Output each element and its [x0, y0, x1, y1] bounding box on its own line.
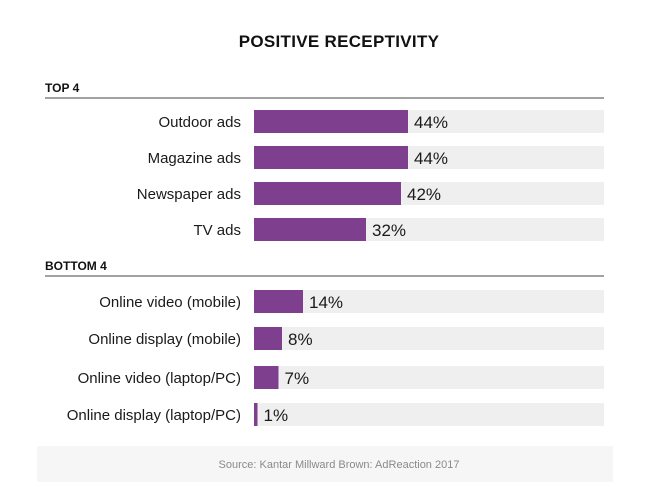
- bar-track: [254, 403, 604, 426]
- value-label: 14%: [309, 293, 343, 312]
- value-label: 1%: [264, 406, 289, 425]
- source-note: Source: Kantar Millward Brown: AdReactio…: [219, 459, 460, 471]
- bar: [254, 218, 366, 241]
- section-label-bottom: BOTTOM 4: [45, 259, 107, 273]
- bar: [254, 146, 408, 169]
- value-label: 8%: [288, 330, 313, 349]
- bar: [254, 290, 303, 313]
- value-label: 32%: [372, 221, 406, 240]
- chart-title: POSITIVE RECEPTIVITY: [239, 32, 440, 51]
- bar-track: [254, 327, 604, 350]
- category-label: Online display (mobile): [88, 331, 241, 348]
- category-label: Magazine ads: [148, 150, 241, 167]
- bar: [254, 110, 408, 133]
- value-label: 44%: [414, 113, 448, 132]
- category-label: TV ads: [193, 222, 241, 239]
- bar: [254, 366, 279, 389]
- category-label: Online video (mobile): [99, 294, 241, 311]
- bar-track: [254, 290, 604, 313]
- bar: [254, 327, 282, 350]
- value-label: 7%: [285, 369, 310, 388]
- bar-track: [254, 366, 604, 389]
- section-label-top: TOP 4: [45, 81, 80, 95]
- category-label: Online video (laptop/PC): [78, 370, 241, 387]
- bar: [254, 403, 258, 426]
- category-label: Online display (laptop/PC): [67, 407, 241, 424]
- source-footer-band: [37, 446, 613, 482]
- value-label: 44%: [414, 149, 448, 168]
- category-label: Newspaper ads: [137, 186, 241, 203]
- bars-layer: Outdoor ads 44% Magazine ads 44% Newspaper a…: [67, 110, 604, 426]
- value-label: 42%: [407, 185, 441, 204]
- category-label: Outdoor ads: [158, 114, 241, 131]
- bar: [254, 182, 401, 205]
